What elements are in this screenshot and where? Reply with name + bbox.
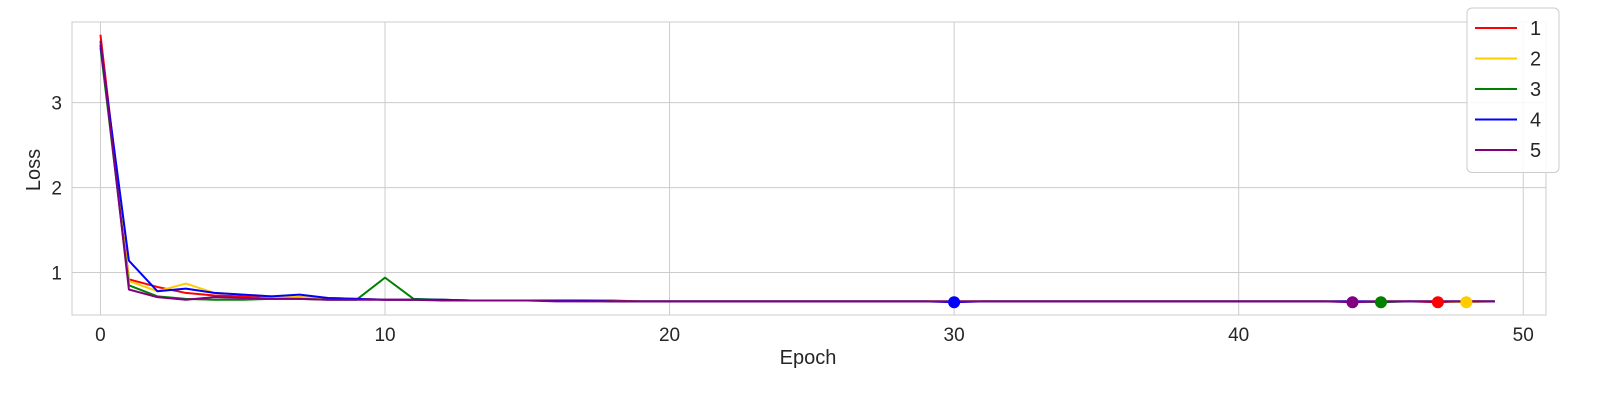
y-tick-labels: 1 2 3 [51,94,62,285]
legend-label-1: 1 [1530,18,1541,40]
legend-label-3: 3 [1530,79,1541,101]
y-axis-title: Loss [23,149,45,191]
x-tick-label: 10 [374,325,395,346]
best-marker-5 [1346,296,1359,309]
x-tick-labels: 0 10 20 30 40 50 [95,325,1534,346]
best-marker-1 [1431,296,1444,309]
legend-label-2: 2 [1530,49,1541,71]
plot-area [72,22,1546,315]
x-tick-label: 50 [1513,325,1534,346]
x-tick-label: 0 [95,325,106,346]
legend-box [1466,7,1560,173]
best-marker-4 [948,296,961,309]
x-axis-title: Epoch [780,347,837,369]
series-line-5 [99,40,1495,304]
y-tick-label: 2 [51,179,62,200]
legend: 1 2 3 4 5 [1466,7,1560,173]
x-tick-label: 30 [944,325,965,346]
legend-label-5: 5 [1530,140,1541,162]
y-tick-label: 1 [51,264,62,285]
legend-label-4: 4 [1530,110,1541,132]
x-tick-label: 40 [1228,325,1249,346]
best-markers [948,296,1473,309]
series-lines [99,34,1495,304]
best-marker-3 [1374,296,1387,309]
best-marker-2 [1460,296,1473,309]
x-tick-label: 20 [659,325,680,346]
y-tick-label: 3 [51,94,62,115]
